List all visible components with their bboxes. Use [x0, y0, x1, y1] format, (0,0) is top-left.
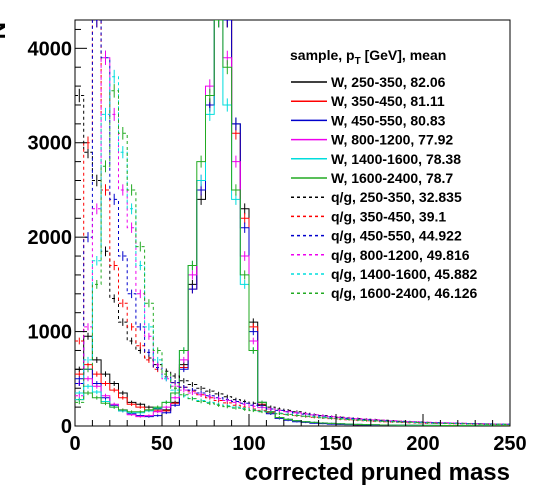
x-tick-label: 200	[406, 433, 439, 455]
legend-entry: W, 1400-1600, 78.38	[291, 151, 461, 167]
series-line	[75, 90, 510, 425]
tick-label-layer: 0 50 100 150 200 250 0 1000 2000 3000 4000	[28, 38, 527, 455]
legend-entry: q/g, 450-550, 44.922	[291, 228, 462, 244]
x-axis-title: corrected pruned mass	[245, 459, 510, 486]
y-tick-label: 2000	[28, 227, 73, 249]
legend-entry: W, 450-550, 80.83	[291, 112, 446, 128]
x-tick-label: 100	[232, 433, 265, 455]
legend-label: W, 350-450, 81.11	[331, 93, 445, 109]
y-tick-label: 0	[61, 416, 72, 438]
series-6	[75, 20, 510, 426]
legend-label: q/g, 800-1200, 49.816	[331, 247, 470, 263]
legend-label: q/g, 1400-1600, 45.882	[331, 266, 478, 282]
legend-entry: q/g, 1600-2400, 46.126	[291, 285, 478, 301]
legend-label: W, 1400-1600, 78.38	[331, 151, 461, 167]
legend-entry: q/g, 350-450, 39.1	[291, 208, 446, 224]
x-tick-label: 0	[69, 433, 80, 455]
legend-label: q/g, 450-550, 44.922	[331, 228, 462, 244]
y-tick-label: 4000	[28, 38, 73, 60]
legend-label: q/g, 1600-2400, 46.126	[331, 285, 478, 301]
axis-layer	[74, 28, 511, 427]
legend-header: sample, pT [GeV], mean	[290, 47, 446, 67]
x-tick-label: 50	[151, 433, 173, 455]
legend-label: W, 1600-2400, 78.7	[331, 170, 453, 186]
series-layer	[75, 20, 510, 426]
x-tick-label: 250	[493, 433, 526, 455]
y-tick-label: 1000	[28, 322, 73, 344]
legend-entry: W, 800-1200, 77.92	[291, 132, 453, 148]
legend-label: q/g, 250-350, 32.835	[331, 189, 462, 205]
legend-label: W, 800-1200, 77.92	[331, 132, 453, 148]
legend-entry: q/g, 1400-1600, 45.882	[291, 266, 478, 282]
legend-entry: q/g, 250-350, 32.835	[291, 189, 462, 205]
legend-entry: W, 350-450, 81.11	[291, 93, 445, 109]
y-axis-title: N	[0, 22, 11, 39]
plot-frame	[74, 19, 511, 427]
legend-label: W, 450-550, 80.83	[331, 112, 446, 128]
legend-label: q/g, 350-450, 39.1	[331, 208, 446, 224]
series-12	[75, 84, 510, 425]
legend-label: W, 250-350, 82.06	[331, 74, 446, 90]
x-tick-label: 150	[319, 433, 352, 455]
legend-entry: q/g, 800-1200, 49.816	[291, 247, 470, 263]
legend-entry: W, 250-350, 82.06	[291, 74, 446, 90]
legend-entry: W, 1600-2400, 78.7	[291, 170, 453, 186]
legend: sample, pT [GeV], mean W, 250-350, 82.06…	[290, 47, 478, 301]
y-tick-label: 3000	[28, 133, 73, 155]
